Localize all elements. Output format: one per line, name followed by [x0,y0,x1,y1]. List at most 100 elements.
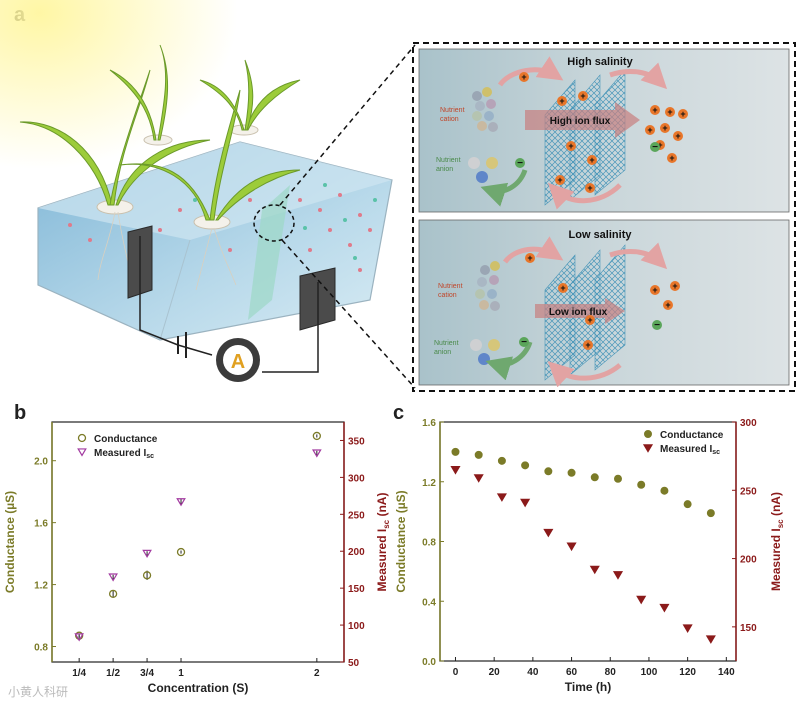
plus-ions: + + + + + + + [525,253,680,350]
x-tick-label: 140 [718,667,735,678]
y-tick-label-left: 1.2 [422,478,436,489]
chart-c: 0.0 0.4 0.8 1.2 1.6 150 200 250 300 0 20 40 60 80 100 1… [394,418,785,694]
y-tick-label-right: 250 [348,510,365,521]
data-point-isc [543,528,554,538]
data-point-conductance [613,474,622,483]
flux-label-low: Low ion flux [549,307,608,318]
legend-label: Measured Isc [94,448,154,460]
y-tick-label-right: 300 [348,473,365,484]
zoom-line [281,239,416,389]
ion-dots [193,183,377,260]
panel-letter-c: c [393,402,405,424]
svg-text:+: + [675,131,680,141]
data-point-isc [682,624,693,634]
y-tick-label-left: 1.6 [34,519,48,530]
x-tick-label: 0 [453,667,459,678]
inset-frame [412,42,796,392]
data-point-isc [108,573,118,582]
circuit-wire [139,236,179,346]
y-tick-label-left: 0.4 [422,597,436,608]
y-tick-label-left: 0.8 [422,538,436,549]
data-point-isc [659,603,670,613]
zoom-line [279,44,416,206]
svg-text:+: + [647,125,652,135]
cation-spheres [475,261,500,311]
svg-text:+: + [652,105,657,115]
panel-letter-b: b [14,402,27,424]
x-axis-label: Time (h) [565,680,611,694]
data-point-conductance [544,467,553,476]
data-point-isc [450,466,461,475]
cation-spheres [472,87,498,132]
data-point-isc [74,633,85,642]
legend-label: Measured Isc [660,444,720,456]
data-point-conductance [474,450,483,459]
data-point-conductance [637,480,646,489]
svg-text:+: + [521,72,526,82]
data-point-isc [520,498,531,508]
y-tick-label-right: 200 [348,547,365,558]
low-flux-arrow [535,298,625,324]
svg-text:+: + [672,281,677,291]
membrane-strip [248,185,290,320]
svg-text:−: − [652,142,658,153]
membrane-layers [544,69,626,206]
data-point-conductance [567,468,576,477]
svg-text:−: − [521,337,527,348]
data-point-conductance [706,509,715,518]
data-point-conductance [521,461,530,470]
data-point-conductance [497,456,506,465]
circuit-wire [262,282,319,373]
svg-text:+: + [527,253,532,263]
y-tick-label-left: 0.0 [422,657,436,668]
data-point-isc [473,474,484,483]
cation-label: Nutrient [438,283,463,290]
anion-label: anion [434,349,451,356]
flux-label-high: High ion flux [550,116,611,127]
ammeter-symbol: A [231,351,245,373]
anion-spheres [468,157,498,183]
svg-text:+: + [680,109,685,119]
y-tick-label-right: 250 [740,486,757,497]
data-point-conductance [312,431,321,441]
svg-text:+: + [568,141,573,151]
plant-pot [96,199,134,215]
legend-marker-conductance [77,433,87,443]
svg-text:+: + [589,155,594,165]
inset-title-high: High salinity [567,56,633,68]
data-point-isc [705,635,716,644]
data-point-conductance [683,500,692,509]
x-axis-label: Concentration (S) [148,681,249,695]
anion-label: Nutrient [436,157,461,164]
inset-title-low: Low salinity [569,229,633,241]
svg-text:+: + [652,285,657,295]
legend-marker-isc [77,448,87,457]
chart-b: 0.8 1.2 1.6 2.0 50 100 150 200 250 300 350 1/4 1/2 3/… [3,421,391,695]
legend-marker-conductance [644,430,652,438]
svg-text:−: − [654,320,660,331]
y-tick-label-right: 350 [348,436,365,447]
y-tick-label-right: 100 [348,621,365,632]
y-tick-label-left: 1.6 [422,418,436,429]
cation-label: cation [440,116,459,123]
data-point-isc [176,498,186,507]
x-tick-label: 2 [314,668,320,679]
y-tick-label-right: 150 [740,623,757,634]
svg-text:+: + [587,315,592,325]
x-tick-label: 1/4 [72,668,86,679]
svg-text:+: + [657,140,662,150]
x-tick-label: 20 [489,667,501,678]
x-tick-label: 1 [178,668,184,679]
y-tick-label-right: 50 [348,658,360,669]
data-point-isc [142,549,152,559]
y-tick-label-left: 0.8 [34,643,48,654]
ion-dots [68,193,372,272]
svg-text:−: − [517,158,523,169]
plant-leaves [19,44,301,221]
y-axis-label-left: Conductance (µS) [394,490,408,592]
hydroponic-illustration: A [0,0,416,389]
data-point-isc [496,493,507,502]
cation-label: Nutrient [440,107,465,114]
svg-text:+: + [665,300,670,310]
svg-text:+: + [560,283,565,293]
